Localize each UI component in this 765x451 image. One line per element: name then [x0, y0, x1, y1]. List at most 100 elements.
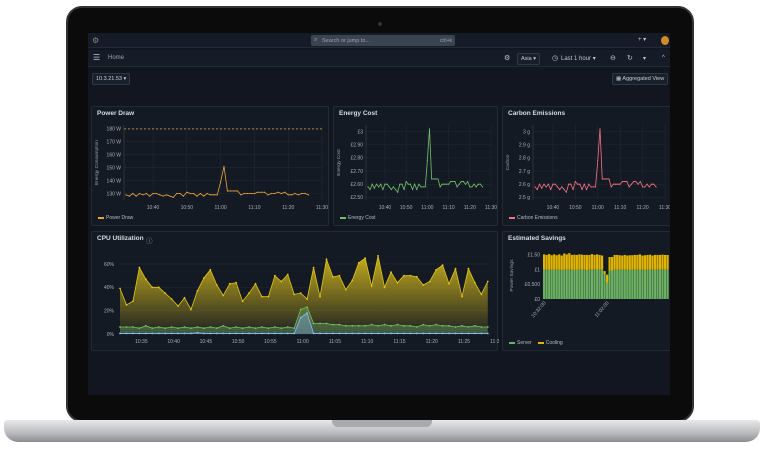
top-bar: ⚙ ⌕ Search or jump to... ctrl+k + ▾: [88, 33, 670, 48]
breadcrumb[interactable]: Home: [108, 55, 125, 61]
data-point: [448, 332, 450, 335]
x-tick-label: 11:30: [659, 205, 670, 211]
data-point: [287, 194, 289, 196]
y-tick-label: 2.6 g: [519, 182, 530, 188]
data-point: [628, 186, 630, 188]
data-point: [280, 192, 283, 195]
data-point: [450, 180, 452, 183]
data-point: [183, 326, 186, 328]
data-point: [170, 298, 173, 300]
legend[interactable]: Power Draw: [98, 215, 133, 221]
x-tick-label: 11:20: [464, 205, 476, 211]
data-point: [454, 180, 456, 183]
bar-cooling: [658, 254, 662, 270]
y-tick-label: 60%: [104, 262, 115, 268]
data-point: [169, 195, 171, 197]
bar-server: [545, 269, 548, 299]
bar-cooling: [545, 254, 548, 270]
data-point: [383, 332, 386, 335]
estimated-savings-panel: Estimated Savings £0 £0.500 £1 £1.50 Power S…: [502, 231, 670, 351]
data-point: [125, 332, 128, 335]
data-point: [196, 289, 199, 292]
host-select[interactable]: 10.3.21.53 ▾: [92, 73, 131, 85]
time-range-picker[interactable]: Last 1 hour ▾: [561, 56, 596, 62]
data-point: [325, 322, 328, 325]
bar-cooling: [651, 255, 654, 270]
legend[interactable]: Energy Cost: [340, 215, 376, 221]
clock-icon[interactable]: ◷: [552, 55, 559, 62]
data-point: [606, 178, 608, 180]
data-point: [277, 191, 279, 193]
data-point: [248, 332, 250, 335]
data-point: [422, 332, 425, 335]
y-tick-label: £2.80: [350, 156, 363, 162]
y-tick-label: 20%: [104, 308, 115, 314]
y-tick-label: £2.60: [350, 182, 363, 188]
avatar[interactable]: [661, 36, 669, 45]
bar-server: [603, 274, 606, 299]
bar-cooling: [646, 254, 649, 270]
data-point: [192, 192, 195, 195]
data-point: [254, 282, 257, 285]
data-point: [209, 194, 212, 196]
panel-title: Power Draw: [97, 110, 135, 117]
grafana-logo-icon[interactable]: ⚙: [92, 36, 100, 45]
data-point: [576, 183, 579, 185]
add-button[interactable]: + ▾: [638, 37, 647, 43]
x-tick-label: 10:40: [379, 205, 392, 211]
bar-server: [616, 269, 619, 299]
data-point: [179, 192, 181, 195]
legend[interactable]: Server Cooling: [509, 340, 563, 346]
legend-item-cooling: Cooling: [545, 340, 563, 346]
data-point: [388, 186, 390, 188]
series-line: [120, 312, 488, 334]
data-point: [380, 183, 382, 185]
bar-cooling: [593, 254, 596, 270]
data-point: [409, 324, 412, 327]
refresh-icon[interactable]: ↻: [627, 55, 633, 62]
data-point: [426, 159, 428, 162]
collapse-button[interactable]: ^: [662, 55, 665, 61]
x-tick-label: 11:30: [316, 205, 328, 211]
data-point: [119, 332, 121, 335]
bar-server: [618, 269, 621, 299]
timezone-select[interactable]: Asia ▾: [517, 53, 540, 65]
data-point: [394, 188, 397, 191]
data-point: [170, 332, 173, 335]
bar-server: [553, 269, 556, 299]
data-point: [447, 183, 450, 185]
data-point: [563, 188, 565, 191]
zoom-out-icon[interactable]: ⊖: [610, 55, 616, 62]
bar-cooling: [663, 254, 667, 270]
settings-gear-icon[interactable]: ⚙: [504, 55, 511, 62]
legend-item: Power Draw: [106, 215, 134, 221]
data-point: [138, 327, 141, 330]
data-point: [190, 332, 192, 335]
y-tick-label: £3: [357, 129, 363, 135]
bar-cooling: [573, 254, 576, 270]
bar-server: [648, 269, 652, 299]
series-area: [120, 307, 488, 334]
data-point: [280, 327, 283, 330]
data-point: [422, 323, 425, 326]
search-input[interactable]: ⌕ Search or jump to... ctrl+k: [311, 35, 455, 46]
aggregated-view-label: Aggregated View: [622, 76, 665, 82]
data-point: [273, 332, 276, 335]
data-point: [312, 266, 315, 269]
data-point: [422, 186, 424, 188]
menu-icon[interactable]: ☰: [93, 53, 101, 62]
data-point: [203, 195, 205, 197]
refresh-interval-dropdown[interactable]: ▾: [643, 56, 647, 62]
legend[interactable]: Carbon Emissions: [509, 215, 558, 221]
bar-server: [598, 269, 601, 299]
x-tick-label: 11:25: [458, 339, 470, 345]
info-circle-icon[interactable]: ⓘ: [146, 238, 153, 245]
data-point: [138, 266, 141, 269]
data-point: [574, 180, 576, 183]
data-point: [344, 324, 347, 327]
data-point: [599, 128, 601, 130]
data-point: [641, 186, 644, 188]
aggregated-view-button[interactable]: ▦ Aggregated View: [612, 73, 669, 85]
data-point: [267, 194, 269, 196]
data-point: [216, 194, 218, 196]
